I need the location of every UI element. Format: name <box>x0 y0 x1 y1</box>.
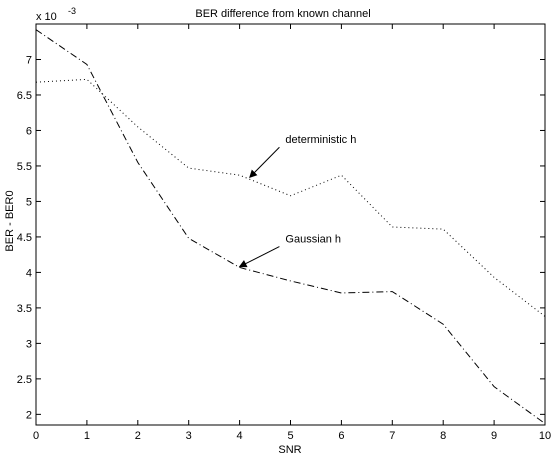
x-tick-label-2: 2 <box>135 430 141 442</box>
y-tick-label-9: 6.5 <box>17 90 32 102</box>
x-tick-label-4: 4 <box>237 430 243 442</box>
annotation-arrow-0 <box>249 146 280 179</box>
annotation-label-1: Gaussian h <box>285 234 341 246</box>
x-tick-label-10: 10 <box>539 430 551 442</box>
y-tick-label-5: 4.5 <box>17 232 32 244</box>
y-tick-label-8: 6 <box>26 125 32 137</box>
y-tick-label-1: 2.5 <box>17 374 32 386</box>
y-tick-label-2: 3 <box>26 338 32 350</box>
annotation-arrow-1 <box>238 246 280 268</box>
y-exponent-label: x 10 -3 <box>36 6 76 23</box>
y-tick-label-0: 2 <box>26 409 32 421</box>
series-layer <box>35 29 546 424</box>
y-tick-label-6: 5 <box>26 196 32 208</box>
x-tick-label-5: 5 <box>287 430 293 442</box>
y-tick-label-4: 4 <box>26 267 32 279</box>
x-tick-label-6: 6 <box>338 430 344 442</box>
annotation-layer: deterministic h Gaussian h <box>238 134 356 268</box>
x-axis-label: SNR <box>278 444 301 456</box>
y-tick-label-10: 7 <box>26 54 32 66</box>
annotation-label-0: deterministic h <box>285 134 356 146</box>
y-axis-label: BER - BER0 <box>4 190 16 251</box>
y-exponent-base: x 10 <box>36 11 57 23</box>
x-tick-label-9: 9 <box>491 430 497 442</box>
y-tick-label-3: 3.5 <box>17 303 32 315</box>
x-tick-label-0: 0 <box>33 430 39 442</box>
x-axis-ticks: 0 1 2 3 4 5 6 7 8 9 10 <box>33 24 551 442</box>
chart-title: BER difference from known channel <box>195 8 370 20</box>
y-tick-label-7: 5.5 <box>17 161 32 173</box>
y-exponent-power: -3 <box>68 6 76 16</box>
x-tick-label-8: 8 <box>440 430 446 442</box>
y-axis-ticks: 2 2.5 3 3.5 4 4.5 5 5.5 6 6.5 7 <box>17 54 545 421</box>
series-line-0 <box>35 78 546 317</box>
x-tick-label-1: 1 <box>84 430 90 442</box>
x-tick-label-7: 7 <box>389 430 395 442</box>
x-tick-label-3: 3 <box>186 430 192 442</box>
series-line-1 <box>35 29 546 424</box>
